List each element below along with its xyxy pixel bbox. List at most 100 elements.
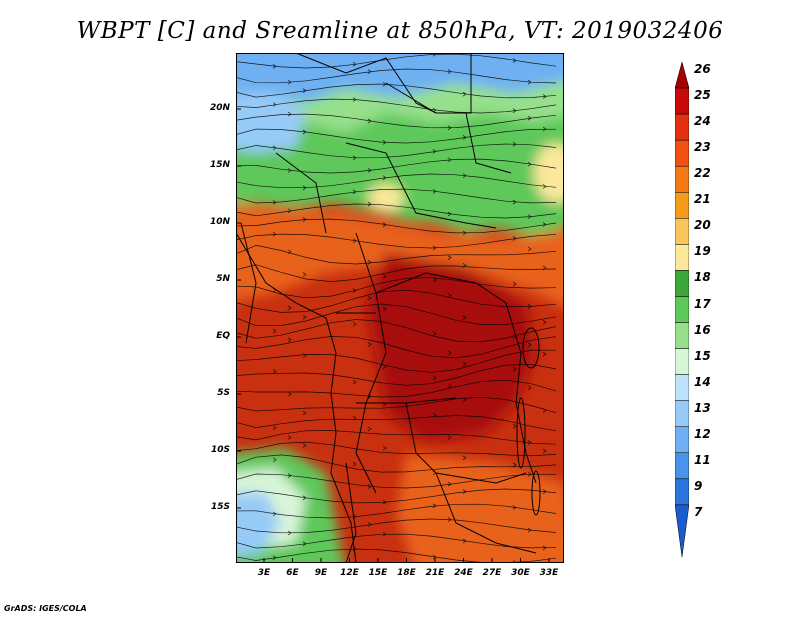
streamline-arrow — [447, 350, 452, 356]
streamline-arrow — [302, 541, 307, 547]
colorbar-value-label: 22 — [694, 166, 711, 181]
streamline-arrow — [382, 274, 387, 279]
streamline-arrow — [367, 260, 372, 265]
streamline-arrow — [352, 155, 357, 161]
streamline-arrow — [352, 238, 357, 244]
latitude-tick-label: 15S — [210, 502, 230, 512]
colorbar-swatch — [675, 139, 689, 167]
streamline-arrow — [302, 314, 307, 320]
colorbar-swatch — [675, 165, 689, 193]
streamline — [236, 473, 557, 489]
streamline-arrow — [302, 88, 307, 93]
streamline — [236, 113, 557, 129]
streamline-arrow — [272, 231, 277, 237]
field-blue-region — [236, 53, 564, 103]
streamline-arrow — [512, 236, 517, 241]
streamline-arrow — [432, 149, 437, 154]
streamline-arrow — [367, 201, 372, 207]
streamline-arrow — [272, 555, 277, 561]
streamline-arrow — [382, 81, 387, 87]
streamline-arrow — [432, 503, 437, 509]
colorbar-swatch — [675, 62, 689, 89]
streamline-arrow — [352, 321, 357, 327]
field-very-hot-region — [366, 253, 536, 443]
streamline-arrow — [527, 161, 532, 167]
streamline-arrow — [542, 448, 547, 454]
streamline-arrow — [302, 272, 307, 277]
streamline-arrow — [302, 443, 307, 448]
streamline-arrow — [447, 125, 452, 131]
colorbar-value-label: 21 — [694, 192, 711, 207]
streamline-arrow — [462, 538, 467, 544]
streamline-arrow — [527, 385, 532, 391]
streamline-arrow — [512, 505, 517, 510]
streamline-arrow — [287, 391, 292, 397]
streamline-arrow — [447, 481, 452, 487]
coastline — [236, 232, 357, 563]
colorbar-swatch — [675, 87, 689, 115]
longitude-tick-label: 21E — [425, 568, 445, 578]
streamline-arrow — [302, 495, 307, 501]
streamline-arrow — [272, 328, 277, 334]
streamline-arrow — [302, 353, 307, 359]
colorbar-swatch — [675, 218, 689, 245]
streamline-arrow — [382, 140, 387, 145]
streamline — [236, 277, 557, 299]
streamline-arrow — [512, 462, 517, 468]
streamline-arrow — [272, 511, 277, 517]
latitude-tick-label: 20N — [209, 103, 230, 113]
streamline-arrow — [287, 435, 292, 440]
longitude-tick-label: 6E — [286, 568, 299, 578]
streamline-arrow — [382, 175, 387, 181]
streamline — [236, 218, 557, 234]
streamline — [236, 396, 557, 414]
colorbar-value-label: 15 — [694, 348, 711, 363]
streamline-arrow — [287, 168, 292, 173]
streamline-arrow — [462, 230, 467, 236]
colorbar-swatch — [675, 374, 689, 401]
field-warm-region-south — [396, 453, 564, 563]
longitude-tick-label: 27E — [482, 568, 502, 578]
grads-credit: GrADS: IGES/COLA — [4, 604, 87, 613]
colorbar-value-label: 11 — [694, 452, 711, 467]
streamline-arrow — [432, 412, 437, 418]
streamline — [236, 143, 557, 159]
streamline-arrow — [527, 246, 532, 252]
streamline-arrow — [542, 545, 547, 551]
streamline — [236, 454, 557, 473]
colorbar-value-label: 7 — [694, 504, 703, 519]
colorbar-value-label: 13 — [694, 400, 711, 415]
streamline-arrow — [432, 554, 437, 560]
colorbar-value-label: 16 — [694, 322, 711, 337]
colorbar-swatch — [675, 296, 689, 323]
streamline-arrow — [462, 263, 467, 268]
longitude-tick-label: 18E — [397, 568, 416, 578]
streamline-arrow — [352, 379, 357, 385]
streamline — [236, 430, 557, 445]
streamline-arrow — [447, 517, 452, 522]
streamline-arrow — [272, 425, 277, 431]
streamline-arrow — [447, 383, 452, 388]
streamline — [236, 303, 557, 326]
streamline-arrow — [527, 214, 532, 219]
chart-title: WBPT [C] and Sreamline at 850hPa, VT: 20… — [76, 18, 724, 44]
longitude-tick-label: 24E — [454, 568, 473, 578]
colorbar-swatch — [675, 192, 689, 219]
streamline-arrow — [462, 135, 467, 140]
streamline-arrow — [302, 410, 307, 416]
streamline-arrow — [462, 397, 467, 403]
streamline — [236, 83, 557, 99]
colorbar-value-label: 17 — [694, 296, 711, 311]
colorbar-value-label: 25 — [694, 88, 711, 103]
latitude-tick-label: 10N — [209, 217, 230, 227]
streamline-arrow — [512, 108, 517, 113]
latitude-tick-label: EQ — [216, 331, 230, 341]
streamline-arrow — [432, 331, 437, 336]
colorbar-value-label: 19 — [694, 244, 711, 259]
lakes — [516, 327, 541, 516]
colorbar-value-label: 14 — [694, 374, 711, 389]
longitude-tick-label: 9E — [314, 568, 328, 578]
streamline-arrow — [367, 522, 372, 527]
streamline — [236, 379, 557, 398]
colorbar-value-label: 18 — [694, 270, 711, 285]
